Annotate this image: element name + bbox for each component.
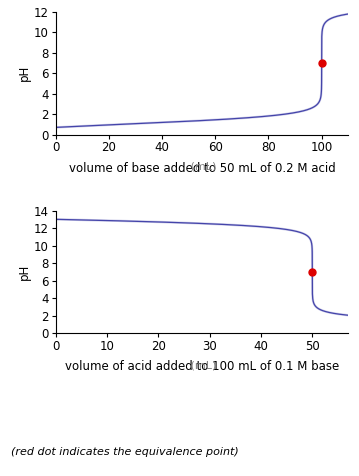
Text: (mL): (mL) — [187, 161, 216, 171]
Text: (mL): (mL) — [187, 360, 216, 370]
Y-axis label: pH: pH — [18, 65, 31, 81]
Y-axis label: pH: pH — [18, 264, 31, 280]
Text: volume of acid added to 100 mL of 0.1 M base: volume of acid added to 100 mL of 0.1 M … — [65, 360, 339, 373]
Text: volume of base added to 50 mL of 0.2 M acid: volume of base added to 50 mL of 0.2 M a… — [69, 161, 335, 175]
Text: (red dot indicates the equivalence point): (red dot indicates the equivalence point… — [11, 447, 238, 457]
